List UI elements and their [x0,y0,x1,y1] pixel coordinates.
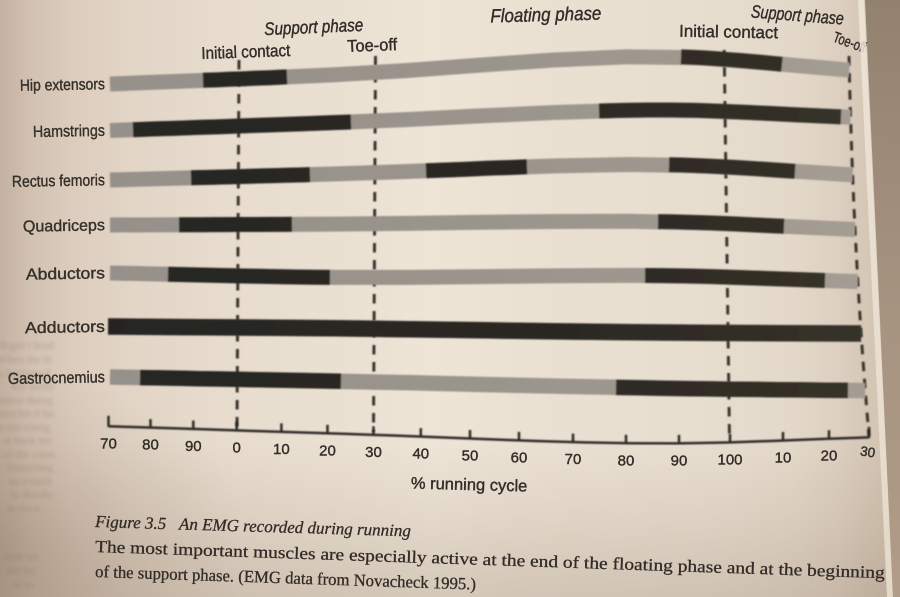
svg-text:sotive dumg: sotive dumg [0,395,53,407]
svg-text:go horiwuad: go horiwuad [0,368,50,380]
svg-text:Hamrtneg: Hamrtneg [7,462,53,474]
svg-text:80: 80 [618,452,635,469]
svg-text:Abductors: Abductors [26,265,105,283]
svg-text:at back tee: at back tee [3,435,52,447]
svg-text:10: 10 [273,441,290,458]
svg-text:When the le: When the le [0,354,52,366]
svg-text:neut tei: neut tei [4,551,38,563]
svg-text:70: 70 [100,435,117,452]
svg-text:Hip extensors: Hip extensors [20,76,105,94]
svg-text:20: 20 [821,448,838,465]
svg-text:70: 70 [565,451,582,468]
svg-text:0: 0 [233,439,241,456]
svg-text:wil sority: wil sority [11,381,55,393]
svg-text:Rigel t hind: Rigel t hind [0,340,54,352]
svg-text:Hamstrings: Hamstrings [33,123,105,141]
svg-text:m tlscn: m tlscn [6,503,40,515]
svg-text:30: 30 [365,444,382,461]
svg-text:Figure 3.5 An EMG recorded d: Figure 3.5 An EMG recorded during runnin… [94,512,411,540]
svg-text:90: 90 [185,438,202,455]
svg-text:an exterd: an exterd [9,476,52,488]
svg-text:of the cmin: of the cmin [3,449,56,461]
svg-text:Floating phase: Floating phase [490,4,602,28]
svg-text:50: 50 [462,448,479,465]
svg-text:100: 100 [717,451,742,468]
svg-text:10: 10 [775,450,792,467]
svg-text:90: 90 [671,452,688,469]
svg-text:20: 20 [319,442,336,459]
svg-text:Initial contact: Initial contact [679,22,779,43]
svg-text:30: 30 [859,443,876,460]
svg-text:Toe-off: Toe-off [347,35,398,56]
svg-text:Gastrocnemius: Gastrocnemius [8,369,105,388]
svg-text:40: 40 [412,446,429,463]
svg-text:w as: w as [13,579,34,591]
svg-text:80: 80 [142,437,159,454]
svg-text:as the elmig: as the elmig [0,422,50,434]
svg-text:ta decehc: ta decehc [11,489,54,501]
svg-text:Rectus femoris: Rectus femoris [12,172,105,191]
svg-text:Support phase: Support phase [264,15,364,39]
svg-text:muscles it ha: muscles it ha [0,408,54,420]
svg-text:rnv bo: rnv bo [6,565,36,577]
svg-text:Initial contact: Initial contact [201,41,291,63]
svg-text:Quadriceps: Quadriceps [23,217,105,235]
svg-text:60: 60 [511,449,528,466]
svg-text:% running cycle: % running cycle [411,474,528,495]
svg-text:Adductors: Adductors [25,319,105,337]
